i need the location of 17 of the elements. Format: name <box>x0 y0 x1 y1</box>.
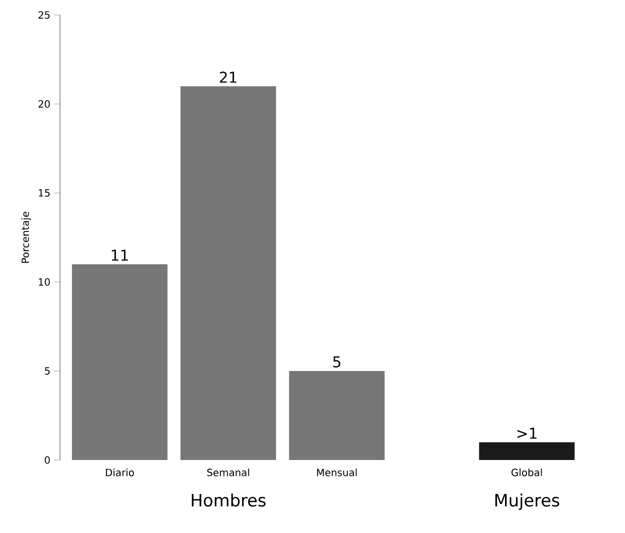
x-tick-label: Diario <box>106 468 134 476</box>
x-tick-label: Mensual <box>317 468 357 476</box>
y-tick-label: 10 <box>38 278 50 286</box>
x-tick-label: Semanal <box>207 468 250 476</box>
text: Mujeres <box>495 494 560 510</box>
y-axis-title: Porcentaje <box>21 212 31 263</box>
y-tick-label: 5 <box>44 367 50 375</box>
data-label: >1 <box>517 428 536 439</box>
x-tick-label: Global <box>512 468 542 476</box>
y-tick-label: 0 <box>44 456 50 464</box>
y-tick-label: 25 <box>38 11 50 19</box>
data-label: 5 <box>333 356 340 368</box>
data-label: 11 <box>112 250 128 261</box>
y-tick-label: 20 <box>38 100 50 108</box>
data-label: 21 <box>220 72 236 83</box>
text: Hombres <box>192 494 266 507</box>
y-tick-label: 15 <box>38 189 50 197</box>
